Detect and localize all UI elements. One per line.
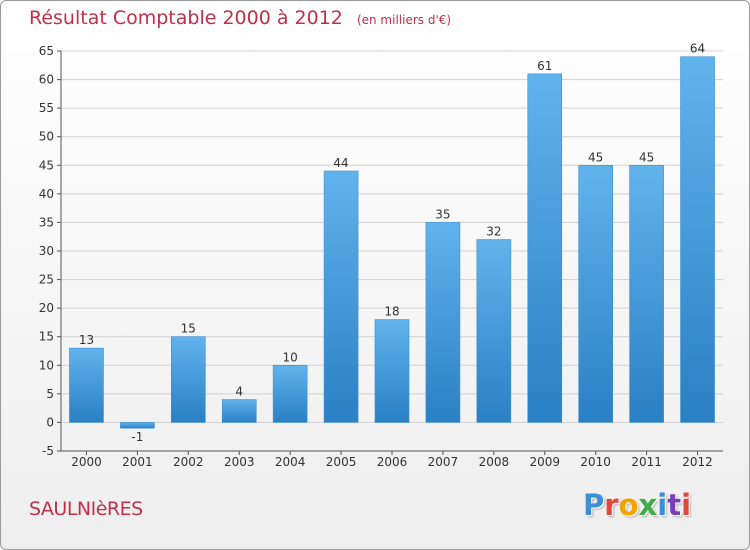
chart-title-text: Résultat Comptable 2000 à 2012 bbox=[29, 7, 343, 29]
y-tick-label: 60 bbox=[39, 73, 54, 87]
x-tick-label-2003: 2003 bbox=[224, 455, 255, 469]
y-tick-label: 10 bbox=[39, 358, 54, 372]
logo-letter: t bbox=[667, 488, 682, 522]
y-tick-label: -5 bbox=[42, 444, 54, 458]
value-label-2003: 4 bbox=[235, 385, 243, 399]
bar-2000 bbox=[69, 347, 104, 423]
bar-2002 bbox=[171, 336, 206, 423]
x-tick-label-2006: 2006 bbox=[377, 455, 408, 469]
logo-letter: P bbox=[583, 488, 605, 522]
bar-2001 bbox=[120, 422, 155, 429]
value-label-2012: 64 bbox=[690, 42, 705, 56]
x-tick-label-2012: 2012 bbox=[682, 455, 713, 469]
y-tick-label: 50 bbox=[39, 130, 54, 144]
x-tick-label-2009: 2009 bbox=[529, 455, 560, 469]
y-tick-label: 65 bbox=[39, 44, 54, 58]
chart-subtitle: (en milliers d'€) bbox=[356, 13, 452, 27]
value-label-2011: 45 bbox=[639, 150, 654, 164]
value-label-2004: 10 bbox=[283, 350, 298, 364]
bar-2007 bbox=[425, 222, 461, 423]
value-label-2009: 61 bbox=[537, 59, 552, 73]
town-name: SAULNIèRES bbox=[29, 498, 143, 520]
bar-2004 bbox=[272, 364, 308, 423]
bar-2011 bbox=[629, 164, 664, 423]
y-tick-label: 30 bbox=[39, 244, 54, 258]
x-tick-label-2010: 2010 bbox=[580, 455, 611, 469]
value-label-2006: 18 bbox=[384, 305, 399, 319]
value-label-2008: 32 bbox=[486, 225, 501, 239]
bar-2006 bbox=[374, 319, 410, 423]
x-tick-label-2008: 2008 bbox=[479, 455, 510, 469]
bar-2012 bbox=[680, 56, 715, 423]
y-tick-label: 40 bbox=[39, 187, 54, 201]
value-label-2005: 44 bbox=[333, 156, 348, 170]
value-label-2001: -1 bbox=[131, 430, 143, 444]
value-label-2002: 15 bbox=[181, 322, 196, 336]
x-tick-label-2004: 2004 bbox=[275, 455, 306, 469]
logo-letter: x bbox=[638, 488, 658, 522]
y-tick-label: 15 bbox=[39, 330, 54, 344]
y-tick-label: 55 bbox=[39, 101, 54, 115]
bar-2003 bbox=[221, 399, 257, 423]
x-tick-label-2011: 2011 bbox=[631, 455, 662, 469]
bar-2010 bbox=[578, 164, 613, 423]
bar-2008 bbox=[476, 239, 512, 423]
x-tick-label-2002: 2002 bbox=[173, 455, 204, 469]
logo-letter: i bbox=[681, 488, 692, 522]
chart-title: Résultat Comptable 2000 à 2012 (en milli… bbox=[29, 7, 451, 29]
axis-layer: -5 0 5 10 15 20 25 30 35 40 45 50 55 60 65 2000 2001 2002… bbox=[39, 44, 723, 469]
y-tick-label: 25 bbox=[39, 273, 54, 287]
bar-layer bbox=[69, 56, 715, 429]
y-tick-label: 45 bbox=[39, 158, 54, 172]
x-tick-label-2005: 2005 bbox=[326, 455, 357, 469]
logo-letter: r bbox=[604, 488, 619, 522]
label-layer: 13 -1 15 4 10 44 18 35 32 61 45 45 64 bbox=[79, 42, 705, 444]
y-tick-label: 0 bbox=[46, 415, 54, 429]
logo-letter: o bbox=[618, 488, 639, 522]
value-label-2010: 45 bbox=[588, 150, 603, 164]
value-label-2000: 13 bbox=[79, 333, 94, 347]
y-tick-label: 20 bbox=[39, 301, 54, 315]
logo-letter: i bbox=[657, 488, 668, 522]
proxiti-logo[interactable]: Proxiti bbox=[583, 488, 691, 522]
bar-2005 bbox=[323, 170, 359, 423]
value-label-2007: 35 bbox=[435, 207, 450, 221]
bar-2009 bbox=[527, 73, 563, 423]
x-tick-label-2000: 2000 bbox=[71, 455, 102, 469]
x-tick-label-2001: 2001 bbox=[122, 455, 153, 469]
y-tick-label: 35 bbox=[39, 215, 54, 229]
x-tick-label-2007: 2007 bbox=[428, 455, 459, 469]
y-tick-label: 5 bbox=[46, 387, 54, 401]
